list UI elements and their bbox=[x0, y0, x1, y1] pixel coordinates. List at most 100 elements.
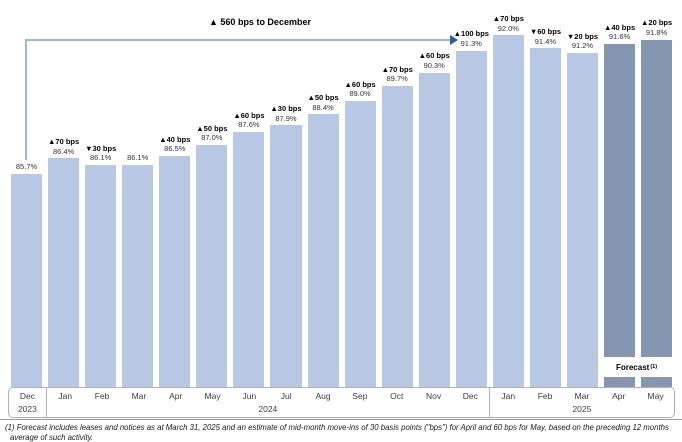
axis-year-section: Jan Feb Mar Apr May 2025 bbox=[490, 388, 674, 417]
annotation-line-horizontal bbox=[26, 39, 450, 41]
bar-group: 85.7% bbox=[8, 0, 45, 387]
bps-change-label: ▼60 bps bbox=[529, 27, 561, 37]
axis-month-label: May bbox=[204, 391, 221, 401]
footnote-line2: average of such activity. bbox=[10, 433, 94, 442]
bar-group: ▲70 bps 86.4% bbox=[45, 0, 82, 387]
occupancy-bar bbox=[196, 145, 228, 387]
axis-month-label: Oct bbox=[390, 391, 404, 401]
axis-month-label: Nov bbox=[425, 391, 442, 401]
occupancy-bar bbox=[159, 156, 191, 387]
bar-group: ▼20 bps 91.2% bbox=[564, 0, 601, 387]
axis-month-row: Jan Feb Mar Apr May bbox=[490, 388, 674, 404]
bar-group: ▲100 bps 91.3% bbox=[453, 0, 490, 387]
occupancy-bar bbox=[381, 85, 413, 387]
axis-month-row: Dec bbox=[9, 388, 46, 404]
x-axis-band: Dec 2023 Jan Feb Mar Apr May Jun Jul Aug Sep Oct Nov… bbox=[8, 387, 675, 418]
axis-month-label: Sep bbox=[352, 391, 368, 401]
occupancy-bar bbox=[85, 164, 117, 387]
bps-change-label: ▲70 bps bbox=[381, 64, 413, 74]
forecast-band: Forecast (1) bbox=[598, 357, 675, 377]
occupancy-bar bbox=[307, 114, 339, 387]
occupancy-bar bbox=[529, 48, 561, 387]
bar-group: ▲70 bps 92.0% bbox=[490, 0, 527, 387]
occupancy-value-label: 87.9% bbox=[275, 113, 297, 123]
bps-change-label: ▲20 bps bbox=[641, 18, 673, 28]
axis-year-label: 2025 bbox=[572, 404, 592, 414]
bar-group: ▲60 bps 89.0% bbox=[342, 0, 379, 387]
axis-month-label: Dec bbox=[462, 391, 478, 401]
occupancy-bar bbox=[233, 131, 265, 387]
axis-month-label: Mar bbox=[574, 391, 590, 401]
axis-month-label: Dec bbox=[19, 391, 35, 401]
axis-month-label: Jul bbox=[280, 391, 292, 401]
bps-change-label: ▲100 bps bbox=[453, 29, 489, 39]
occupancy-value-label: 92.0% bbox=[497, 23, 519, 33]
axis-month-label: Jan bbox=[58, 391, 73, 401]
occupancy-value-label: 91.3% bbox=[460, 38, 482, 48]
forecast-label: Forecast bbox=[615, 362, 650, 372]
axis-month-label: Aug bbox=[315, 391, 331, 401]
bps-change-label: ▲70 bps bbox=[48, 137, 80, 147]
bps-change-label: ▲50 bps bbox=[307, 93, 339, 103]
bps-change-label: ▲70 bps bbox=[492, 13, 524, 23]
occupancy-value-label: 91.2% bbox=[571, 41, 594, 51]
bar-group: ▲30 bps 87.9% bbox=[267, 0, 304, 387]
bar-group: ▲60 bps 90.3% bbox=[416, 0, 453, 387]
occupancy-bar-forecast bbox=[641, 39, 673, 387]
axis-month-row: Jan Feb Mar Apr May Jun Jul Aug Sep Oct Nov Dec bbox=[47, 388, 489, 404]
bar-group: ▼30 bps 86.1% bbox=[82, 0, 119, 387]
annotation-arrowhead-icon bbox=[450, 35, 458, 45]
bps-change-label: ▲60 bps bbox=[418, 51, 450, 61]
axis-month-label: Apr bbox=[169, 391, 183, 401]
bps-change-label: ▼30 bps bbox=[85, 143, 117, 153]
bar-group: ▲40 bps 91.6% bbox=[601, 0, 638, 387]
occupancy-bar bbox=[11, 173, 43, 387]
occupancy-bar bbox=[48, 158, 80, 387]
bar-group: ▲50 bps 88.4% bbox=[305, 0, 342, 387]
occupancy-value-label: 91.6% bbox=[608, 32, 631, 42]
occupancy-value-label: 86.1% bbox=[127, 153, 149, 163]
occupancy-value-label: 89.7% bbox=[386, 74, 408, 84]
bps-change-label: ▲30 bps bbox=[270, 104, 302, 114]
occupancy-value-label: 91.8% bbox=[645, 27, 668, 37]
occupancy-value-label: 85.7% bbox=[15, 162, 38, 172]
bps-change-label: ▲40 bps bbox=[603, 22, 636, 32]
annotation-label: ▲ 560 bps to December bbox=[209, 17, 311, 27]
axis-month-label: Jun bbox=[242, 391, 257, 401]
footnote: (1) Forecast includes leases and notices… bbox=[0, 419, 682, 442]
bps-change-label: ▲60 bps bbox=[233, 110, 265, 120]
axis-month-label: Jan bbox=[501, 391, 516, 401]
axis-month-label: Feb bbox=[537, 391, 553, 401]
footnote-line1: (1) Forecast includes leases and notices… bbox=[5, 423, 669, 432]
bar-group: ▲50 bps 87.0% bbox=[193, 0, 230, 387]
occupancy-bar-forecast bbox=[604, 44, 636, 387]
occupancy-bar bbox=[270, 125, 302, 387]
bar-group: ▲60 bps 87.6% bbox=[230, 0, 267, 387]
bar-group: ▲40 bps 86.5% bbox=[156, 0, 193, 387]
bps-change-label: ▼20 bps bbox=[566, 31, 599, 41]
occupancy-bar bbox=[418, 72, 450, 387]
occupancy-bar bbox=[455, 50, 487, 387]
axis-month-label: Mar bbox=[131, 391, 147, 401]
occupancy-value-label: 90.3% bbox=[423, 60, 445, 70]
bar-group: 86.1% bbox=[119, 0, 156, 387]
occupancy-value-label: 86.1% bbox=[90, 153, 112, 163]
bar-group: ▲20 bps 91.8% bbox=[638, 0, 675, 387]
occupancy-bar bbox=[344, 101, 376, 387]
occupancy-value-label: 87.6% bbox=[238, 120, 260, 130]
forecast-superscript: (1) bbox=[650, 364, 658, 370]
axis-year-section: Dec 2023 bbox=[9, 388, 47, 417]
bar-group: ▲70 bps 89.7% bbox=[379, 0, 416, 387]
occupancy-bar bbox=[122, 164, 154, 387]
axis-year-label: 2023 bbox=[17, 404, 37, 414]
axis-year-section: Jan Feb Mar Apr May Jun Jul Aug Sep Oct Nov Dec 2024 bbox=[47, 388, 490, 417]
axis-month-label: Feb bbox=[94, 391, 110, 401]
occupancy-value-label: 86.4% bbox=[52, 146, 75, 156]
occupancy-bar bbox=[566, 52, 598, 387]
axis-year-label: 2024 bbox=[258, 404, 278, 414]
axis-month-label: May bbox=[647, 391, 664, 401]
bps-change-label: ▲50 bps bbox=[196, 123, 228, 133]
occupancy-bar bbox=[492, 35, 524, 387]
occupancy-value-label: 89.0% bbox=[349, 89, 371, 99]
